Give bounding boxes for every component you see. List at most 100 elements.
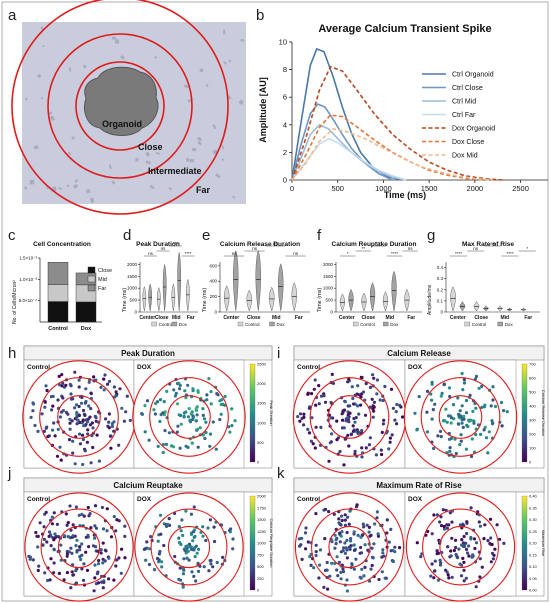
scatter-point <box>204 538 208 543</box>
scatter-point <box>94 545 98 549</box>
scatter-point <box>446 545 450 549</box>
scatter-point <box>143 430 147 434</box>
scatter-point <box>432 446 436 451</box>
category-label: Center <box>139 315 155 321</box>
scatter-point <box>474 374 479 378</box>
scatter-point <box>373 522 377 526</box>
scatter-point <box>84 422 88 426</box>
scatter-point <box>429 392 433 396</box>
scatter-point <box>65 549 69 554</box>
scatter-point <box>91 426 95 430</box>
legend-label-1: Ctrl Close <box>452 85 483 92</box>
scatter-point <box>505 410 509 414</box>
scatter-point <box>99 551 103 555</box>
cell-speck <box>33 145 39 150</box>
ring-far <box>11 0 229 215</box>
category-label: Close <box>361 315 375 321</box>
scatter-point <box>302 423 306 427</box>
scatter-point <box>95 433 99 437</box>
scatter-point <box>76 418 80 422</box>
scatter-point <box>425 430 429 434</box>
scatter-point <box>380 570 384 574</box>
scatter-point <box>370 563 374 568</box>
scatter-point <box>189 512 193 516</box>
scatter-point <box>220 398 224 402</box>
scatter-point <box>462 560 466 565</box>
y-tick-label: 5.0×10⁻⁴ <box>19 298 37 303</box>
scatter-point <box>185 556 189 560</box>
scatter-point <box>336 574 340 578</box>
scatter-point <box>81 462 85 467</box>
panel-e: Calcium Release Duration Time (ms) 0 200 4… <box>202 241 310 327</box>
scatter-point <box>313 378 317 382</box>
scatter-point <box>442 382 446 386</box>
scatter-point <box>177 381 181 385</box>
scatter-point <box>353 420 357 424</box>
scatter-point <box>448 449 452 453</box>
scatter-point <box>298 419 302 423</box>
zone-ring-2 <box>405 492 516 602</box>
scatter-point <box>447 576 451 580</box>
scatter-point <box>309 439 313 443</box>
scatter-point <box>228 430 232 434</box>
scatter-point <box>331 381 335 385</box>
colorbar-tick-label: 2000 <box>257 494 267 499</box>
scatter-point <box>195 413 199 417</box>
scatter-point <box>178 446 182 450</box>
y-tick-label: 2000 <box>127 262 138 267</box>
significance-label: ns <box>273 241 279 246</box>
scatter-point <box>375 516 379 520</box>
scatter-point <box>415 428 419 432</box>
panel-h: Peak Duration Control DOX 0 500 1000 1500 2000 2… <box>22 345 274 474</box>
scatter-point <box>327 459 331 463</box>
x-tick-label: 500 <box>331 184 344 193</box>
scatter-point <box>74 505 78 509</box>
scatter-point <box>47 434 51 438</box>
scatter-subpanel-control <box>23 491 135 597</box>
cell-speck <box>83 64 87 69</box>
scatter-point <box>398 403 402 407</box>
scatter-point <box>490 551 495 555</box>
chart-g-ylabel: Amplitude/ms <box>427 284 433 315</box>
zone-ring-2 <box>134 492 244 602</box>
category-label: Center <box>223 315 239 321</box>
scatter-point <box>310 392 314 396</box>
scatter-point <box>65 554 69 558</box>
scatter-point <box>104 417 108 421</box>
category-label: Control <box>48 326 68 332</box>
scatter-point <box>469 506 473 510</box>
scatter-point <box>194 407 198 411</box>
scatter-point <box>94 419 98 423</box>
scatter-point <box>61 381 65 385</box>
scatter-point <box>474 406 478 410</box>
scatter-point <box>230 407 234 411</box>
scatter-point <box>114 564 118 568</box>
scatter-point <box>52 511 56 515</box>
scatter-point <box>117 556 121 560</box>
scatter-point <box>56 398 60 402</box>
scatter-point <box>491 398 495 402</box>
scatter-point <box>184 509 188 513</box>
scatter-title: Calcium Release <box>387 349 451 358</box>
y-tick-label: 4 <box>283 120 287 129</box>
scatter-point <box>33 423 37 428</box>
scatter-point <box>186 415 190 419</box>
colorbar-tick-label: 400 <box>529 404 536 409</box>
scatter-point <box>178 566 182 570</box>
scatter-point <box>52 538 56 542</box>
scatter-point <box>433 559 437 563</box>
scatter-point <box>363 565 367 570</box>
cell-speck <box>111 180 116 185</box>
chart-b-legend: Ctrl Organoid Ctrl Close Ctrl Mid Ctrl Far D… <box>422 72 495 160</box>
bar-far-1 <box>75 272 97 286</box>
scatter-point <box>61 409 65 413</box>
scatter-point <box>362 574 366 578</box>
significance-label: **** <box>507 251 514 256</box>
cell-speck <box>215 173 221 179</box>
scatter-point <box>449 416 454 420</box>
scatter-point <box>337 560 341 565</box>
cell-speck <box>221 144 225 150</box>
scatter-point <box>142 547 146 552</box>
y-tick-label: 8 <box>283 65 287 74</box>
scatter-point <box>369 567 373 571</box>
